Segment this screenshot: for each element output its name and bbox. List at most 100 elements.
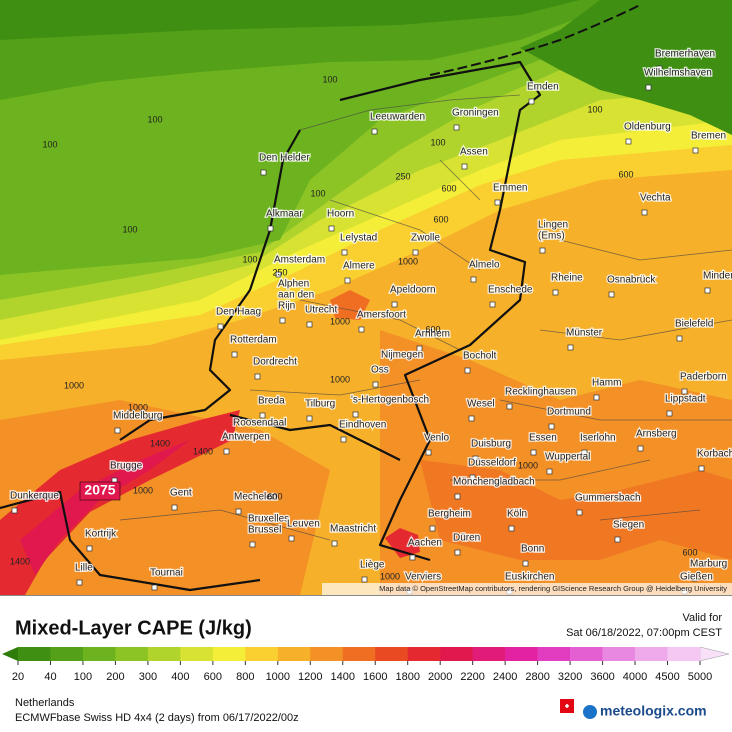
- city-marker: [344, 277, 351, 284]
- tick-label: 1400: [331, 671, 355, 683]
- contour-label: 100: [242, 254, 257, 264]
- city-label: Lille: [75, 563, 93, 574]
- tick-label: 400: [171, 671, 189, 683]
- city-label: Münster: [566, 328, 603, 339]
- tick-label: 1600: [363, 671, 387, 683]
- city-label: Gummersbach: [575, 493, 641, 504]
- field: [20, 440, 190, 575]
- city-label: Verviers: [405, 572, 441, 583]
- map: Bremerhaven Wilhelmshaven Emden Oldenburg Br…: [0, 0, 732, 595]
- city-label: Breda: [258, 396, 285, 407]
- city-label: Middelburg: [113, 411, 162, 422]
- city-label: Venlo: [424, 433, 449, 444]
- city-marker: [279, 317, 286, 324]
- city-label: Aachen: [408, 538, 442, 549]
- city-label: Gent: [170, 488, 192, 499]
- city-label: Leuven: [287, 519, 320, 530]
- city-marker: [454, 493, 461, 500]
- tick-label: 20: [12, 671, 24, 683]
- city-label: Vechta: [640, 193, 671, 204]
- city-marker: [469, 474, 476, 481]
- city-label: Euskirchen: [505, 572, 554, 583]
- city-label: Assen: [460, 147, 488, 158]
- city-marker: [656, 65, 663, 72]
- colorbar-segment: [180, 647, 214, 661]
- colorbar-segment: [310, 647, 344, 661]
- city-marker: [681, 388, 688, 395]
- city-marker: [11, 507, 18, 514]
- city-label: Recklinghausen: [505, 387, 576, 398]
- colorbar-segment: [277, 647, 311, 661]
- contour-label: 100: [322, 74, 337, 84]
- colorbar-segment: [50, 647, 84, 661]
- colorbar-under: [2, 647, 18, 661]
- city-marker: [608, 291, 615, 298]
- city-marker: [260, 169, 267, 176]
- contour-label: 1400: [10, 556, 30, 566]
- city-marker: [259, 412, 266, 419]
- colorbar-segment: [342, 647, 376, 661]
- city-marker: [637, 445, 644, 452]
- city-label: Tournai: [150, 568, 183, 579]
- tick-label: 2800: [525, 671, 549, 683]
- tick-label: 2000: [428, 671, 452, 683]
- city-marker: [645, 84, 652, 91]
- credit: Map data © OpenStreetMap contributors, r…: [379, 584, 727, 593]
- tick-label: 200: [106, 671, 124, 683]
- city-label: Oldenburg: [624, 122, 671, 133]
- city-marker: [416, 345, 423, 352]
- city-label: Leeuwarden: [370, 112, 425, 123]
- contour-label: 1400: [193, 446, 213, 456]
- max-label: 2075: [84, 482, 115, 498]
- city-label: aan den: [278, 290, 314, 301]
- brand-logo: [583, 705, 597, 719]
- city-marker: [275, 271, 282, 278]
- city-label: Wesel: [467, 399, 495, 410]
- city-marker: [306, 321, 313, 328]
- city-marker: [468, 415, 475, 422]
- colorbar-segment: [375, 647, 409, 661]
- contour-label: 1000: [398, 256, 418, 266]
- city-marker: [625, 138, 632, 145]
- city-marker: [676, 335, 683, 342]
- city-marker: [453, 124, 460, 131]
- colorbar-segment: [505, 647, 538, 661]
- city-label: Zwolle: [411, 233, 440, 244]
- city-marker: [352, 411, 359, 418]
- field: [420, 460, 732, 560]
- tick-label: 40: [44, 671, 56, 683]
- city-marker: [341, 249, 348, 256]
- city-marker: [331, 540, 338, 547]
- contour-label: 1000: [133, 485, 153, 495]
- colorbar-segment: [570, 647, 603, 661]
- credit-box: [322, 583, 732, 595]
- city-marker: [382, 366, 389, 373]
- coast-islands: [429, 4, 641, 76]
- city-label: Nijmegen: [381, 350, 423, 361]
- city-label: Gießen: [680, 572, 713, 583]
- region: Netherlands: [15, 697, 75, 709]
- city-label: Bocholt: [463, 351, 497, 362]
- city-label: Hamm: [592, 378, 621, 389]
- city-label: Dunkerque: [10, 491, 59, 502]
- city-marker: [691, 575, 698, 582]
- contour-label: 600: [425, 324, 440, 334]
- tick-label: 5000: [688, 671, 712, 683]
- city-marker: [546, 468, 553, 475]
- city-marker: [235, 508, 242, 515]
- contour-label: 1000: [330, 374, 350, 384]
- city-marker: [567, 344, 574, 351]
- tick-label: 1800: [395, 671, 419, 683]
- city-label: Oss: [371, 365, 389, 376]
- tick-label: 3600: [590, 671, 614, 683]
- city-label: Arnsberg: [636, 429, 677, 440]
- contour-label: 600: [682, 547, 697, 557]
- city-marker: [328, 225, 335, 232]
- tick-label: 1200: [298, 671, 322, 683]
- city-label: Almere: [343, 261, 375, 272]
- city-marker: [171, 504, 178, 511]
- city-marker: [576, 509, 583, 516]
- city-marker: [425, 449, 432, 456]
- city-label: Lingen: [538, 220, 568, 231]
